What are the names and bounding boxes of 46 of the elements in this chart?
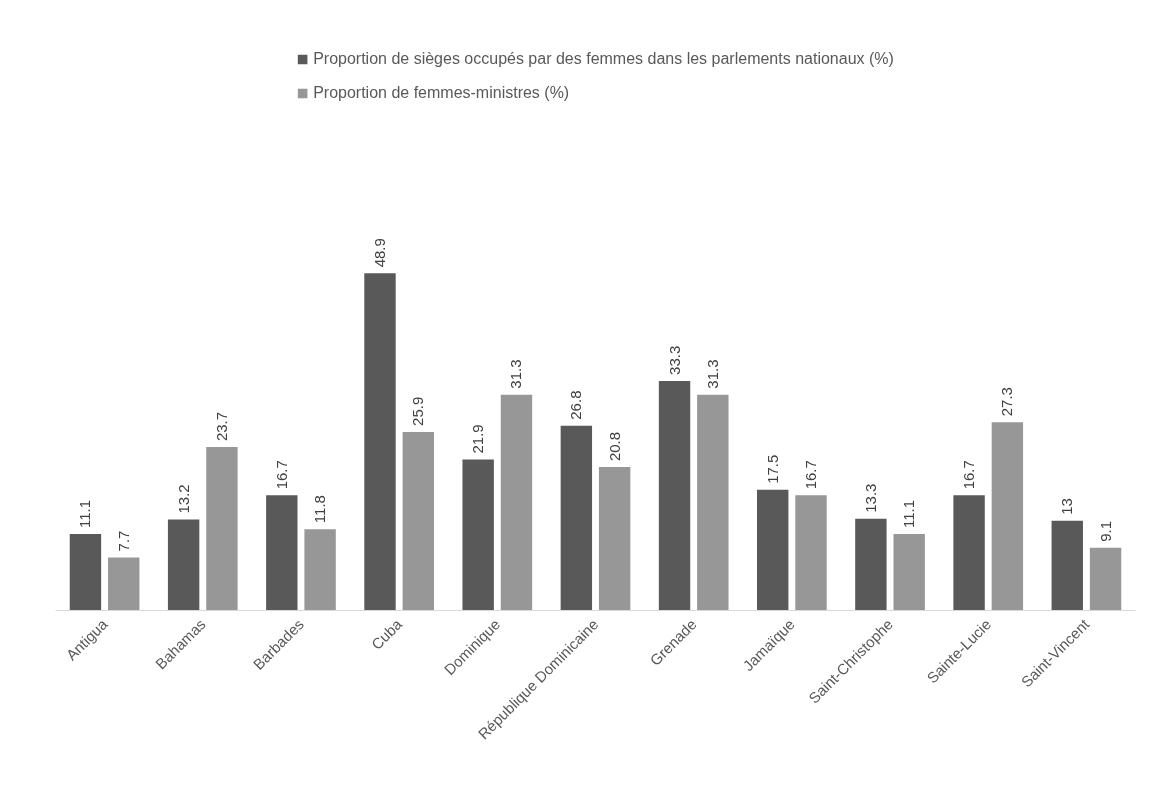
bar bbox=[697, 394, 729, 611]
bar bbox=[462, 459, 494, 611]
bar bbox=[1089, 547, 1122, 611]
bar bbox=[206, 447, 238, 611]
legend-label: Proportion de femmes-ministres (%) bbox=[313, 84, 570, 102]
data-label: 48.9 bbox=[370, 238, 388, 268]
bar bbox=[167, 519, 200, 611]
data-label: 31.3 bbox=[507, 359, 525, 389]
data-label: 9.1 bbox=[1096, 520, 1114, 542]
data-label: 27.3 bbox=[998, 387, 1016, 417]
data-label: 16.7 bbox=[272, 460, 290, 490]
data-label: 25.9 bbox=[409, 396, 427, 426]
bar bbox=[69, 533, 102, 611]
bar bbox=[266, 495, 298, 611]
data-label: 16.7 bbox=[960, 460, 978, 490]
bar bbox=[500, 394, 533, 611]
bar bbox=[364, 273, 396, 611]
data-label: 33.3 bbox=[665, 345, 683, 375]
legend-label: Proportion de sièges occupés par des femmes dans les parlements nationaux (%) bbox=[313, 50, 894, 68]
data-label: 26.8 bbox=[567, 390, 585, 420]
data-label: 11.8 bbox=[311, 495, 329, 524]
data-label: 23.7 bbox=[212, 411, 230, 442]
data-label: 13 bbox=[1058, 498, 1076, 515]
bar bbox=[757, 489, 789, 611]
data-label: 31.3 bbox=[703, 359, 721, 389]
bar bbox=[402, 431, 434, 611]
data-label: 13.3 bbox=[861, 483, 879, 513]
bar bbox=[855, 518, 887, 611]
data-label: 11.1 bbox=[76, 499, 94, 528]
data-label: 17.5 bbox=[763, 454, 781, 484]
bar bbox=[108, 557, 140, 611]
bar bbox=[304, 529, 336, 611]
bar bbox=[560, 425, 593, 611]
bar bbox=[598, 467, 631, 611]
data-label: 20.8 bbox=[605, 431, 623, 462]
bar bbox=[658, 380, 691, 611]
data-label: 16.7 bbox=[802, 460, 820, 490]
data-label: 7.7 bbox=[114, 530, 132, 552]
data-label: 11.1 bbox=[900, 499, 918, 528]
bar bbox=[795, 495, 827, 611]
bar bbox=[1051, 520, 1083, 611]
data-label: 21.9 bbox=[469, 424, 487, 454]
bar bbox=[991, 422, 1024, 611]
bar bbox=[953, 495, 985, 611]
bar bbox=[893, 533, 925, 611]
data-label: 13.2 bbox=[174, 484, 192, 514]
